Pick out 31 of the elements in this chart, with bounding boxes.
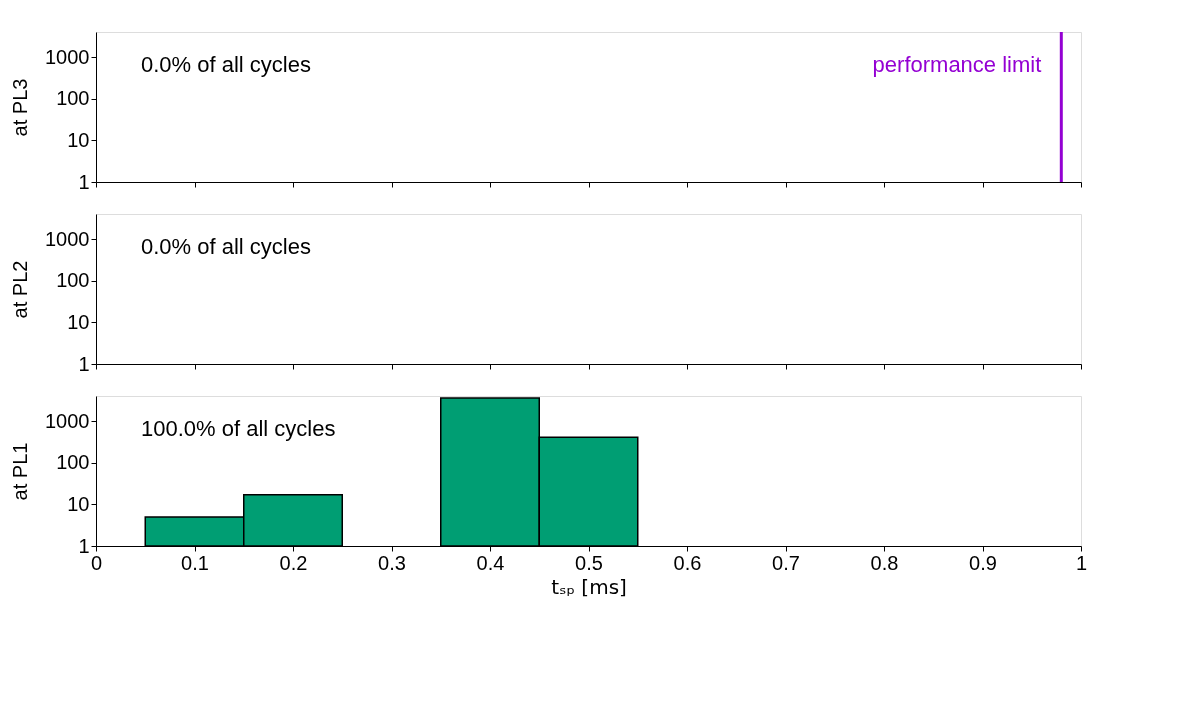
y-tick-label: 10	[67, 310, 90, 333]
y-tick-label: 1	[78, 170, 90, 193]
y-tick-label: 1000	[45, 45, 90, 68]
x-axis-title: tₛₚ [ms]	[551, 574, 627, 599]
x-tick-label: 0.2	[279, 551, 308, 574]
annotation: 0.0% of all cycles	[141, 52, 311, 77]
y-tick-label: 10	[67, 492, 90, 515]
y-axis-title: at PL2	[9, 260, 32, 319]
y-tick-label: 1000	[45, 409, 90, 432]
y-tick-label: 100	[56, 87, 90, 110]
annotation: 0.0% of all cycles	[141, 234, 311, 259]
x-tick-label: 0.5	[575, 551, 603, 574]
x-tick-label: 0.9	[969, 551, 997, 574]
y-tick-label: 100	[56, 451, 90, 474]
y-axis-title: at PL1	[9, 442, 32, 501]
x-tick-label: 0	[90, 551, 103, 574]
x-tick-label: 0.4	[476, 551, 505, 574]
y-tick-label: 10	[67, 128, 90, 151]
y-tick-label: 1000	[45, 227, 90, 250]
y-tick-label: 1	[78, 534, 90, 557]
x-tick-label: 0.1	[181, 551, 209, 574]
y-axis-title: at PL3	[9, 78, 32, 137]
x-tick-label: 0.6	[673, 551, 702, 574]
x-tick-label: 0.7	[772, 551, 800, 574]
x-tick-label: 0.8	[870, 551, 899, 574]
annotation: 100.0% of all cycles	[141, 416, 336, 441]
ref-line-label: performance limit	[872, 52, 1042, 77]
x-tick-label: 0.3	[378, 551, 406, 574]
y-tick-label: 100	[56, 269, 90, 292]
x-tick-label: 1	[1075, 551, 1088, 574]
y-tick-label: 1	[78, 352, 90, 375]
